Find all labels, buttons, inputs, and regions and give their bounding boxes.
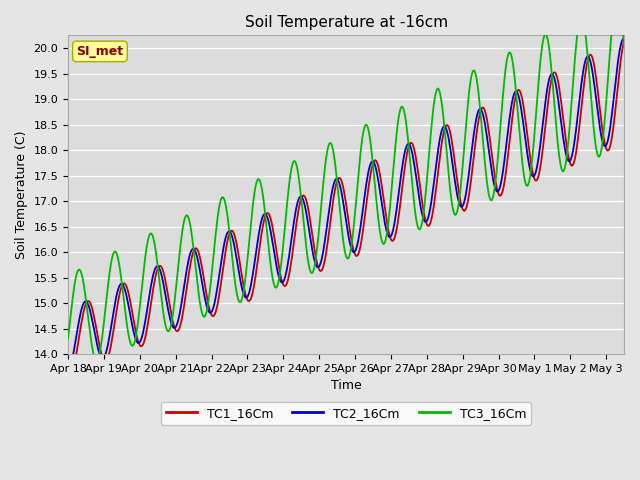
Title: Soil Temperature at -16cm: Soil Temperature at -16cm <box>244 15 447 30</box>
Y-axis label: Soil Temperature (C): Soil Temperature (C) <box>15 131 28 259</box>
Text: SI_met: SI_met <box>76 45 124 58</box>
Legend: TC1_16Cm, TC2_16Cm, TC3_16Cm: TC1_16Cm, TC2_16Cm, TC3_16Cm <box>161 402 531 425</box>
X-axis label: Time: Time <box>331 379 362 392</box>
